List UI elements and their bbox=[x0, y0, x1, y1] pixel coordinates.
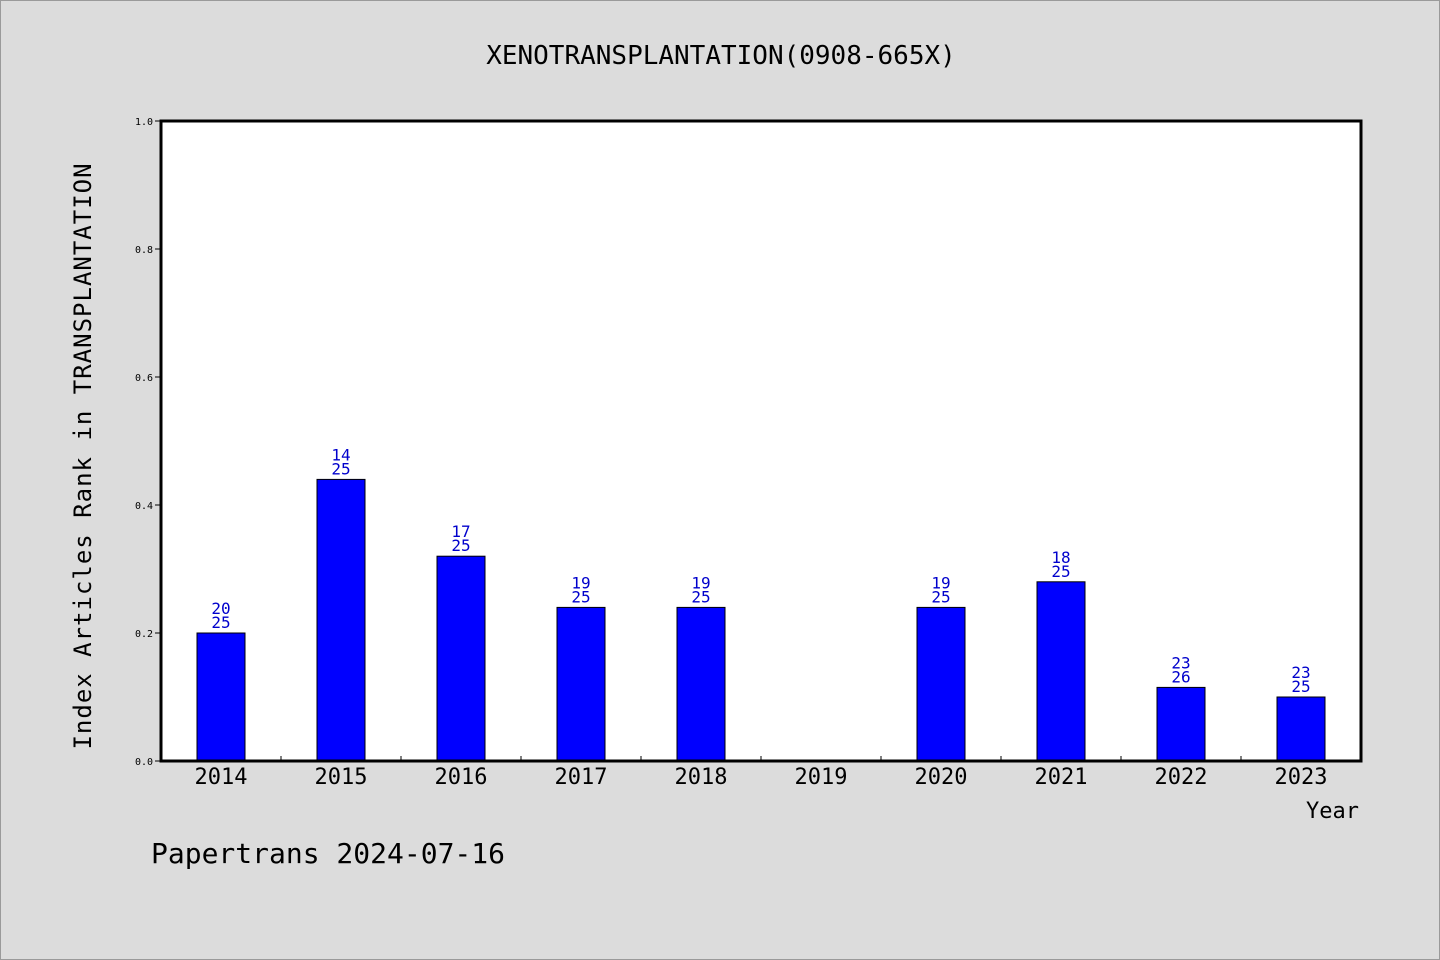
data-label-rank: 23 bbox=[1171, 653, 1190, 672]
data-label-rank: 19 bbox=[571, 573, 590, 592]
y-axis-label: Index Articles Rank in TRANSPLANTATION bbox=[69, 162, 97, 749]
data-label-rank: 19 bbox=[691, 573, 710, 592]
y-tick-label: 0.0 bbox=[135, 757, 153, 768]
data-label-total: 25 bbox=[451, 536, 470, 555]
bar-2014 bbox=[196, 632, 246, 762]
x-tick-label: 2016 bbox=[435, 765, 488, 790]
y-tick-label: 0.4 bbox=[135, 501, 153, 512]
data-label-total: 25 bbox=[931, 587, 950, 606]
x-tick-label: 2022 bbox=[1155, 765, 1208, 790]
data-label-total: 25 bbox=[211, 613, 230, 632]
x-tick-label: 2020 bbox=[915, 765, 968, 790]
bar-2015 bbox=[316, 478, 366, 762]
chart-title: XENOTRANSPLANTATION(0908-665X) bbox=[486, 41, 956, 71]
y-tick-label: 0.2 bbox=[135, 629, 153, 640]
bar-2021 bbox=[1036, 581, 1086, 762]
bars-group bbox=[196, 478, 1326, 762]
y-tick-label: 0.8 bbox=[135, 245, 153, 256]
bar-2017 bbox=[556, 606, 606, 762]
data-label-total: 25 bbox=[691, 587, 710, 606]
y-tick-label: 0.6 bbox=[135, 373, 153, 384]
data-label-rank: 18 bbox=[1051, 548, 1070, 567]
x-tick-label: 2015 bbox=[315, 765, 368, 790]
footer-credit: Papertrans 2024-07-16 bbox=[151, 837, 505, 870]
data-label-rank: 23 bbox=[1291, 663, 1310, 682]
bar-2023 bbox=[1276, 696, 1326, 762]
data-label-rank: 19 bbox=[931, 573, 950, 592]
x-tick-label: 2019 bbox=[795, 765, 848, 790]
data-label-total: 25 bbox=[571, 587, 590, 606]
data-label-total: 25 bbox=[331, 459, 350, 478]
data-label-rank: 20 bbox=[211, 599, 230, 618]
y-axis: 0.0 0.2 0.4 0.6 0.8 1.0 bbox=[135, 117, 161, 768]
bar-2022 bbox=[1156, 686, 1206, 762]
data-label-total: 26 bbox=[1171, 667, 1190, 686]
data-label-total: 25 bbox=[1291, 677, 1310, 696]
x-axis-label: Year bbox=[1306, 799, 1359, 824]
x-tick-label: 2023 bbox=[1275, 765, 1328, 790]
x-tick-label: 2017 bbox=[555, 765, 608, 790]
data-label-rank: 14 bbox=[331, 445, 350, 464]
bar-2018 bbox=[676, 606, 726, 762]
plot-frame bbox=[159, 119, 1363, 763]
data-label-rank: 17 bbox=[451, 522, 470, 541]
x-axis: 2014 2015 2016 2017 2018 2019 2020 2021 2022 2023 bbox=[195, 756, 1328, 790]
x-tick-label: 2021 bbox=[1035, 765, 1088, 790]
y-tick-label: 1.0 bbox=[135, 117, 153, 128]
data-label-total: 25 bbox=[1051, 562, 1070, 581]
x-tick-label: 2014 bbox=[195, 765, 248, 790]
bar-2016 bbox=[436, 555, 486, 762]
x-tick-label: 2018 bbox=[675, 765, 728, 790]
bar-2020 bbox=[916, 606, 966, 762]
